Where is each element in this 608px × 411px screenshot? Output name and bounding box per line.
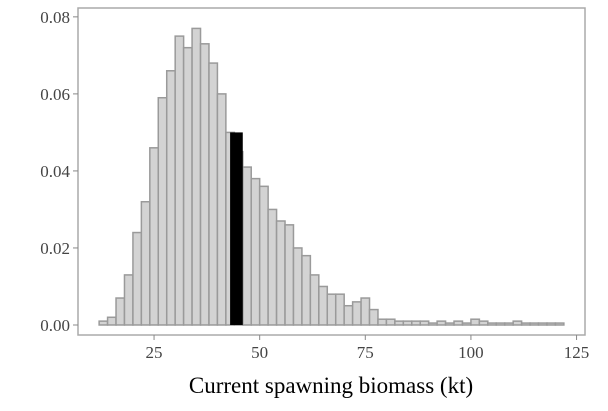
bar	[360, 297, 371, 326]
bar	[157, 96, 168, 326]
y-tick-label: 0.02	[40, 239, 70, 258]
bar	[368, 308, 379, 326]
bar	[334, 293, 345, 326]
bar	[470, 318, 481, 326]
bar	[461, 322, 472, 326]
bar	[343, 304, 354, 326]
bar	[106, 316, 117, 326]
bar	[520, 322, 531, 326]
bar	[377, 318, 388, 326]
bar	[537, 322, 548, 326]
bar	[318, 285, 329, 326]
bar	[275, 220, 286, 326]
bar	[267, 208, 278, 326]
bar	[478, 320, 489, 326]
bar	[427, 322, 438, 326]
bar	[258, 185, 269, 326]
x-tick-label: 25	[146, 343, 163, 362]
bar	[191, 27, 202, 326]
highlight-bar	[230, 132, 243, 325]
bar	[301, 254, 312, 326]
bar	[140, 200, 151, 326]
y-tick-label: 0.06	[40, 85, 70, 104]
bar	[149, 147, 160, 326]
bar	[487, 322, 498, 326]
bar	[165, 70, 176, 326]
y-tick-label: 0.08	[40, 8, 70, 27]
bar	[444, 322, 455, 326]
bar	[411, 320, 421, 326]
x-axis-label: Current spawning biomass (kt)	[189, 373, 473, 398]
bar	[326, 293, 337, 326]
x-tick-label: 100	[458, 343, 484, 362]
bar	[512, 320, 523, 326]
bar	[554, 322, 565, 326]
x-tick-label: 50	[251, 343, 268, 362]
bar	[402, 320, 413, 326]
bar	[199, 43, 210, 326]
bar	[132, 231, 143, 326]
bar	[115, 297, 126, 326]
bar	[292, 247, 303, 326]
bar	[419, 320, 430, 326]
bar	[174, 35, 185, 326]
x-tick-label: 75	[357, 343, 374, 362]
bar	[453, 320, 464, 326]
bar	[436, 320, 447, 326]
bar	[351, 301, 362, 326]
bar	[503, 322, 514, 326]
bar	[309, 274, 320, 326]
bar	[123, 274, 134, 326]
y-tick-label: 0.04	[40, 162, 70, 181]
plot-frame	[77, 7, 586, 336]
bar	[216, 93, 227, 326]
y-tick-label: 0.00	[40, 316, 70, 335]
bar	[546, 322, 557, 326]
bar	[98, 320, 109, 326]
bar	[385, 318, 396, 326]
bar	[495, 322, 506, 326]
bar	[529, 322, 540, 326]
x-tick-label: 125	[564, 343, 590, 362]
bar	[394, 320, 405, 326]
bar	[242, 166, 252, 326]
bar	[250, 177, 261, 326]
bar	[284, 224, 295, 326]
bar	[182, 46, 193, 326]
bar	[208, 62, 219, 326]
